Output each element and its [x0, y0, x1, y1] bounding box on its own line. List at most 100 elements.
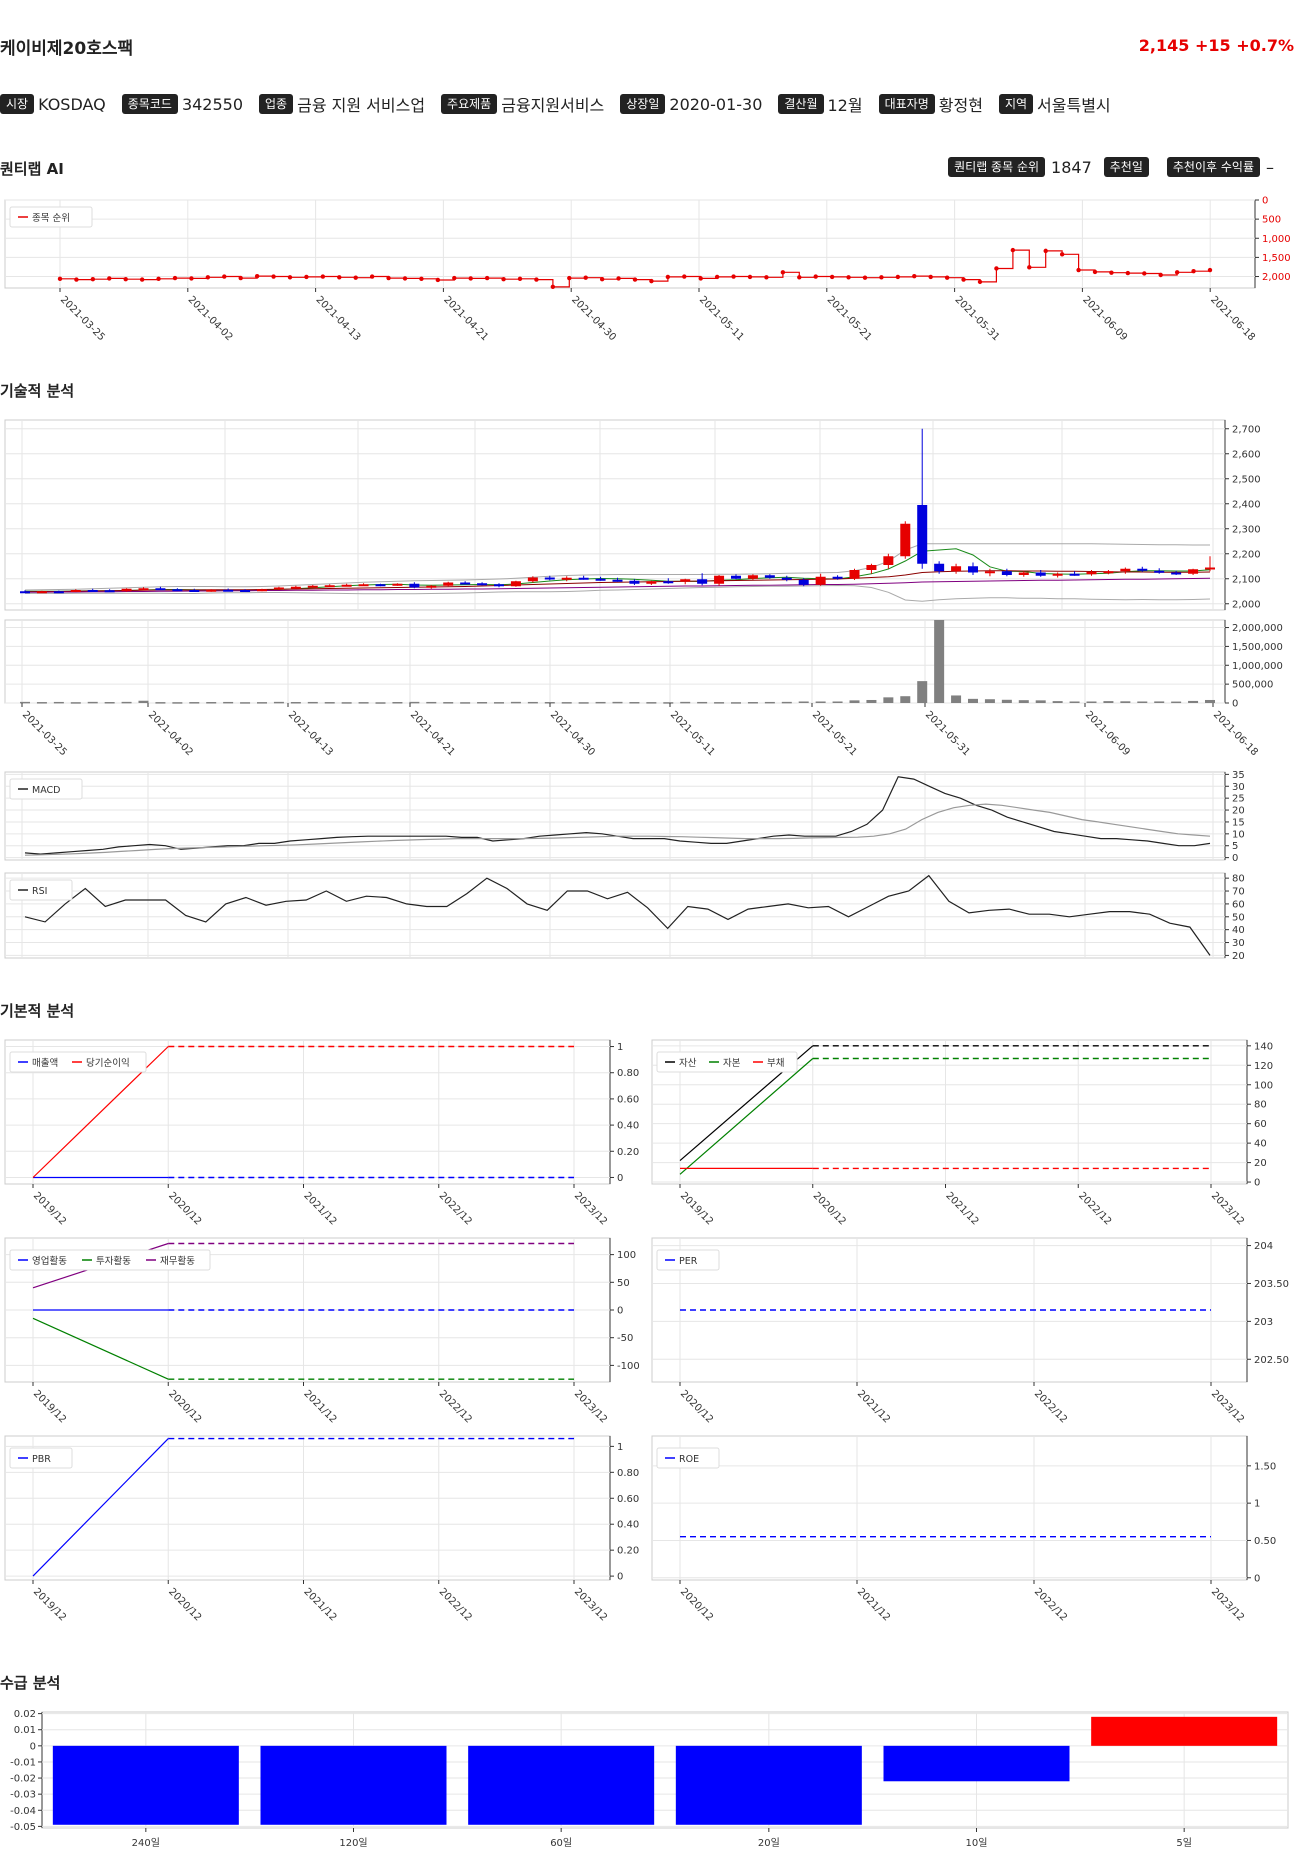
volume-bar: [968, 698, 978, 703]
price-chart-y-tick-label: 2,100: [1232, 574, 1261, 585]
volume-bar: [375, 702, 386, 704]
volume-bar: [578, 702, 589, 704]
volume-bar: [307, 701, 318, 704]
rank-point: [1174, 270, 1180, 275]
sales-chart-y-tick-label: 0.80: [617, 1068, 639, 1079]
rsi-chart-y-tick-label: 30: [1232, 938, 1245, 949]
volume-chart-x-tick-label: 2021-04-30: [548, 709, 597, 758]
rank-chart-y-tick-label: 1,000: [1262, 234, 1291, 245]
volume-bar: [527, 701, 538, 704]
rank-point: [57, 276, 63, 282]
roe-chart-y-tick-label: 0: [1254, 1573, 1260, 1584]
rank-point: [1043, 248, 1048, 254]
candle-body: [595, 578, 606, 581]
rank-chart-x-tick-label: 2021-06-09: [1080, 294, 1129, 343]
sales-chart-x-tick-label: 2023/12: [572, 1190, 609, 1227]
rank-point: [1076, 267, 1081, 273]
supply-chart-y-tick-label: -0.04: [10, 1806, 36, 1817]
rank-point: [1142, 271, 1147, 276]
volume-bar: [1103, 701, 1114, 703]
candle-body: [510, 581, 521, 587]
section-title-ai: 퀀티랩 AI: [0, 160, 64, 178]
stock-name: 케이비제20호스팩: [0, 39, 134, 59]
stock-price: 2,145 +15 +0.7%: [1139, 36, 1294, 55]
candle-body: [544, 577, 555, 580]
rank-point: [567, 275, 572, 281]
price-change-pct: +0.7%: [1236, 36, 1294, 55]
assets-chart-y-tick-label: 40: [1254, 1139, 1267, 1150]
rank-chart-x-tick-label: 2021-05-31: [952, 294, 1001, 343]
rank-point: [829, 274, 835, 280]
rank-chart-x-tick-label: 2021-05-11: [697, 294, 746, 343]
pbr-chart-x-tick-label: 2022/12: [437, 1586, 474, 1623]
rank-point: [189, 276, 194, 281]
macd-chart-series-line: [24, 803, 1211, 856]
volume-bar: [1137, 701, 1148, 703]
rank-chart-x-tick-label: 2021-04-13: [313, 294, 362, 343]
rank-point: [1158, 272, 1163, 278]
candle-body: [324, 585, 335, 588]
rsi-chart-y-tick-label: 50: [1232, 912, 1245, 923]
volume-bar: [290, 702, 301, 704]
sales-chart-y-tick-label: 0: [617, 1173, 623, 1184]
assets-chart-x-tick-label: 2021/12: [943, 1190, 980, 1227]
sales-chart-legend-label: 당기순이익: [86, 1057, 130, 1069]
rank-point: [961, 277, 966, 282]
rsi-chart-legend-label: RSI: [32, 886, 47, 897]
volume-bar: [1154, 701, 1165, 703]
pbr-chart-x-tick-label: 2020/12: [166, 1586, 203, 1623]
candle-body: [900, 523, 911, 557]
rank-point: [304, 274, 309, 280]
volume-bar: [544, 702, 555, 704]
price-chart-y-tick-label: 2,000: [1232, 599, 1261, 610]
supply-bar: [260, 1745, 447, 1825]
volume-bar: [426, 701, 437, 704]
volume-bar: [951, 695, 962, 703]
info-region-value: 서울특별시: [1037, 96, 1111, 115]
macd-chart-legend-box: [9, 778, 83, 800]
price-chart-y-tick-label: 2,700: [1232, 424, 1261, 435]
candle-body: [273, 587, 284, 590]
volume-bar: [155, 702, 166, 704]
volume-bar: [1035, 700, 1046, 703]
rank-point: [501, 277, 506, 282]
volume-bar: [273, 701, 284, 704]
rank-chart-x-tick-label: 2021-06-18: [1208, 294, 1257, 343]
rsi-chart-y-tick-label: 60: [1232, 899, 1245, 910]
volume-bar: [561, 702, 572, 704]
quant-rank-label: 퀀티랩 종목 순위: [948, 157, 1046, 177]
rank-chart-x-tick-label: 2021-04-21: [441, 294, 490, 343]
rank-point: [419, 276, 424, 282]
rank-point: [846, 275, 851, 280]
supply-chart-y-tick-label: -0.02: [10, 1774, 36, 1785]
supply-chart-y-tick-label: 0.01: [14, 1725, 36, 1736]
stock-info-bar: 시장 KOSDAQ 종목코드 342550 업종 금융 지원 서비스업 주요제품 금융지…: [0, 92, 1127, 116]
candle-body: [849, 570, 860, 579]
price-value: 2,145: [1138, 36, 1190, 55]
per-chart-legend-label: PER: [679, 1256, 698, 1267]
cashflow-chart-x-tick-label: 2022/12: [437, 1388, 474, 1425]
volume-chart-x-tick-label: 2021-04-13: [286, 709, 335, 758]
rank-point: [238, 275, 243, 281]
cashflow-chart-y-tick-label: -50: [617, 1333, 633, 1344]
candle-body: [527, 577, 538, 582]
volume-bar: [172, 702, 183, 704]
assets-chart-actual-line: [679, 1058, 814, 1175]
candle-body: [612, 579, 623, 582]
info-market-value: KOSDAQ: [38, 94, 106, 114]
volume-bar: [680, 701, 691, 704]
overlay-bb_upper: [24, 543, 1210, 591]
macd-chart-y-tick-label: 25: [1232, 794, 1245, 805]
supply-bar: [675, 1745, 862, 1825]
volume-chart-y-tick-label: 500,000: [1232, 680, 1273, 691]
rsi-chart-frame: [4, 872, 1226, 959]
info-market-label: 시장: [0, 94, 35, 114]
supply-chart-y-tick-label: -0.01: [10, 1757, 36, 1768]
volume-bar: [1001, 699, 1012, 703]
volume-bar: [697, 701, 708, 704]
volume-chart-x-tick-label: 2021-05-21: [810, 709, 859, 758]
roe-chart-x-tick-label: 2022/12: [1032, 1586, 1069, 1623]
candle-body: [968, 566, 978, 573]
cashflow-chart-legend-label: 영업활동: [32, 1255, 67, 1267]
rank-point: [1010, 247, 1016, 253]
